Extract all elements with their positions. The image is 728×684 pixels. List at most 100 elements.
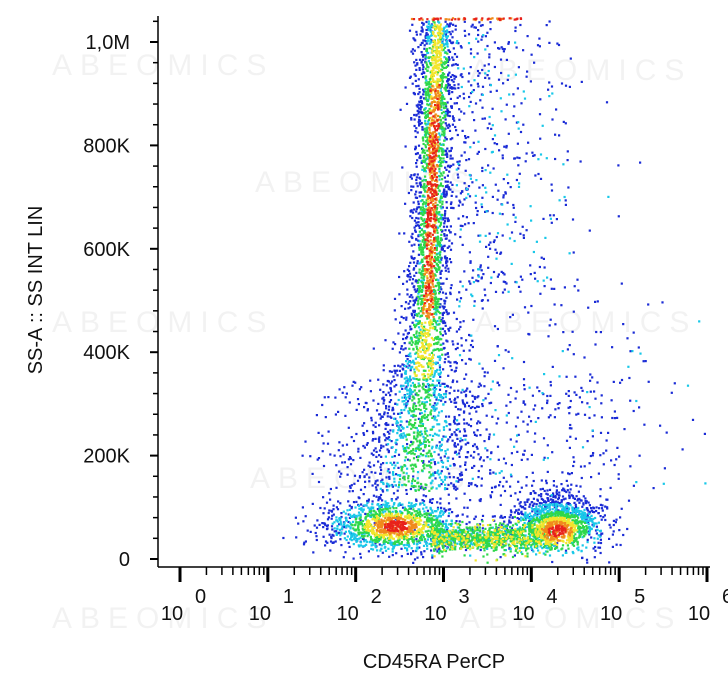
event-dot [548,508,551,511]
event-dot [470,418,473,421]
event-dot [419,310,422,313]
event-dot [414,479,417,482]
event-dot [446,45,449,48]
event-dot [421,199,424,202]
event-dot [422,556,425,559]
event-dot [343,386,346,389]
event-dot [469,260,472,263]
event-dot [546,444,549,447]
event-dot [415,438,418,441]
event-dot [463,112,466,115]
event-dot [476,405,479,408]
event-dot [522,49,525,52]
event-dot [526,500,529,503]
event-dot [406,446,409,449]
event-dot [455,497,458,500]
event-dot [468,482,471,485]
event-dot [403,377,406,380]
event-dot [422,272,425,276]
event-dot [518,512,521,515]
event-dot [402,333,405,336]
event-dot [531,471,534,474]
event-dot [446,384,449,387]
event-dot [606,507,609,510]
event-dot [490,401,493,404]
event-dot [347,500,350,503]
event-dot [424,111,427,114]
event-dot [464,223,467,226]
event-dot [535,553,538,556]
event-dot [427,98,430,101]
event-dot [458,473,462,476]
event-dot [459,201,462,204]
event-dot [554,500,558,503]
event-dot [338,528,341,531]
event-dot [418,340,421,343]
event-dot [350,535,354,538]
event-dot [414,418,417,421]
event-dot [582,503,585,506]
event-dot [549,380,552,384]
event-dot [414,485,417,488]
event-dot [567,186,570,189]
event-dot [480,203,483,206]
event-dot [441,203,444,206]
event-dot [436,281,439,285]
event-dot [580,80,583,83]
event-dot [422,358,425,361]
event-dot [342,453,345,456]
event-dot [378,449,382,452]
event-dot [533,154,536,157]
event-dot [473,433,477,436]
event-dot [532,250,535,254]
event-dot [441,218,445,221]
event-dot [432,20,435,23]
event-dot [417,385,420,388]
event-dot [484,447,487,450]
event-dot [427,464,430,467]
event-dot [370,510,373,513]
event-dot [643,423,646,426]
event-dot [419,33,422,36]
event-dot [477,420,480,423]
event-dot [533,61,536,64]
event-dot [520,102,523,105]
event-dot [448,239,451,242]
event-dot [518,517,521,521]
event-dot [444,300,447,303]
event-dot [469,177,472,180]
event-dot [445,161,448,164]
event-dot [399,510,402,513]
event-dot [425,154,428,157]
event-dot [414,426,417,429]
event-dot [441,217,444,220]
event-dot [574,437,577,440]
event-dot [322,464,326,468]
event-dot [422,507,425,510]
event-dot [617,215,620,218]
event-dot [433,418,436,421]
event-dot [444,522,447,525]
event-dot [444,419,447,423]
event-dot [435,269,438,272]
event-dot [428,42,431,45]
event-dot [441,320,444,323]
event-dot [409,355,412,358]
event-dot [442,157,445,160]
event-dot [475,279,478,282]
event-dot [510,527,514,530]
event-dot [366,501,369,504]
event-dot [421,386,424,389]
event-dot [594,549,597,552]
event-dot [415,330,418,333]
event-dot [497,78,501,81]
event-dot [534,510,537,513]
event-dot [431,554,434,557]
event-dot [413,118,416,121]
event-dot [465,339,468,342]
event-dot [420,417,423,421]
event-dot [587,501,590,504]
event-dot [468,333,471,337]
event-dot [464,395,468,398]
event-dot [589,528,592,531]
